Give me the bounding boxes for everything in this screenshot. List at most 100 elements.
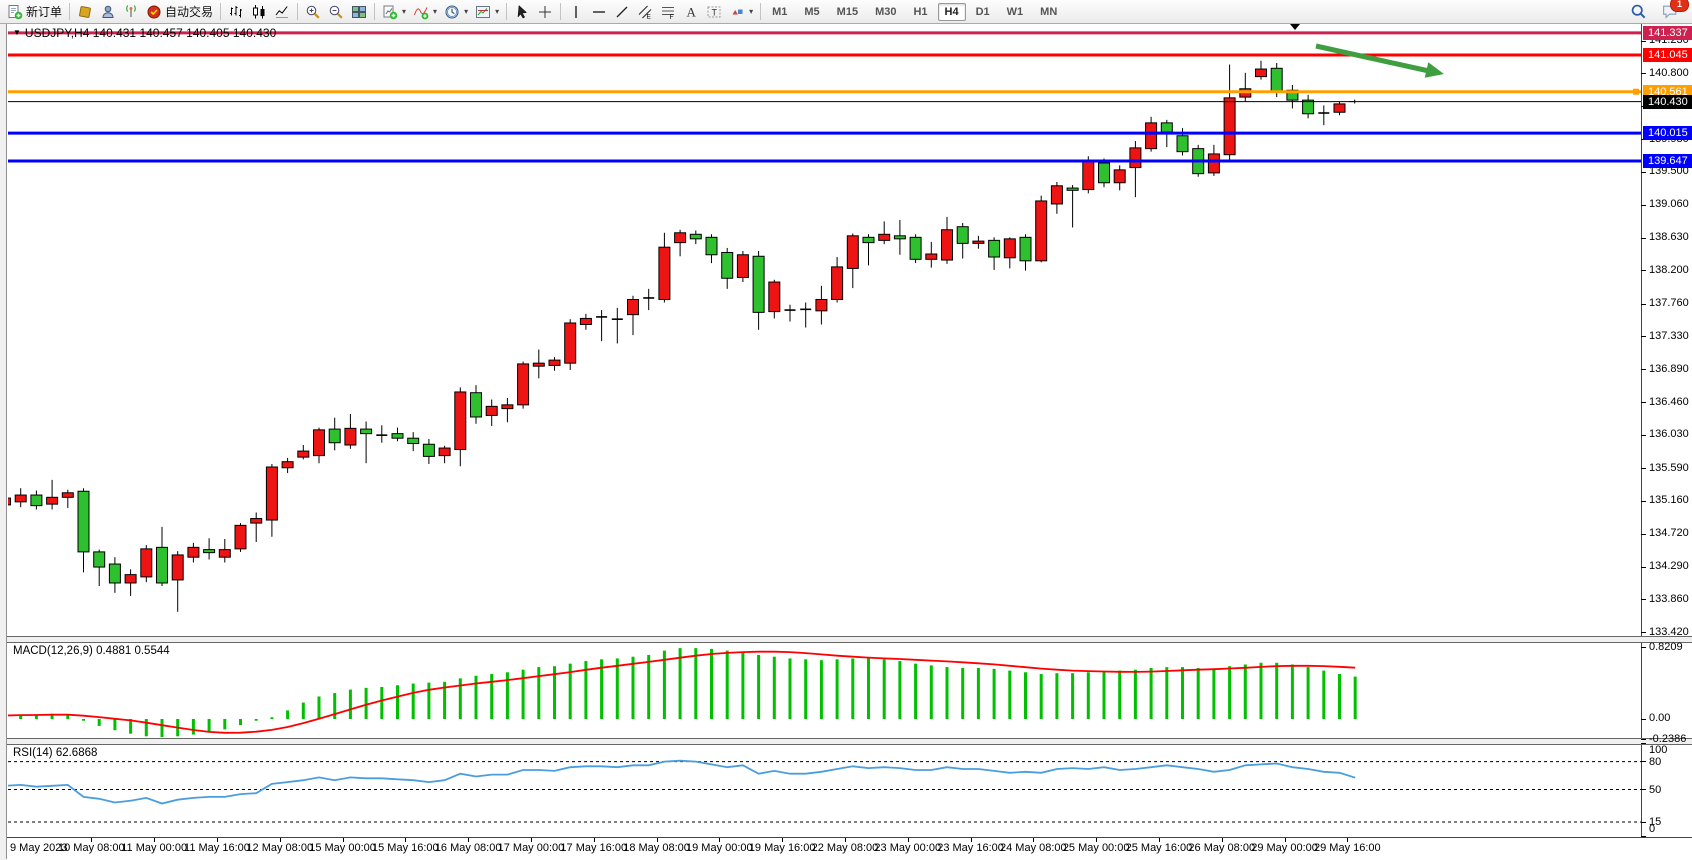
- timeframe-w1-button[interactable]: W1: [1006, 5, 1024, 18]
- date-tick: [279, 838, 281, 842]
- price-tick-label: 139.500: [1649, 165, 1689, 178]
- indicators-button[interactable]: ▾: [410, 2, 440, 22]
- pane-splitter-rsi[interactable]: [7, 738, 1692, 745]
- toolbar-separator: [560, 3, 562, 20]
- date-label: 17 May 16:00: [560, 842, 628, 854]
- svg-text:E: E: [647, 13, 652, 20]
- date-label: 10 May 08:00: [58, 842, 125, 854]
- macd-tick-dash: [1641, 647, 1646, 649]
- level-price-badge: 141.337: [1643, 25, 1692, 40]
- new-chart-button[interactable]: ▾: [379, 2, 409, 22]
- date-tick: [530, 838, 532, 842]
- timeframe-m30-button[interactable]: M30: [875, 5, 897, 18]
- price-tick-label: 136.030: [1649, 428, 1689, 441]
- rsi-tick-label: 80: [1649, 755, 1662, 768]
- zoom-out-button[interactable]: [325, 2, 347, 22]
- date-tick: [907, 838, 909, 842]
- zoom-out-icon: [329, 5, 343, 19]
- price-tick-dash: [1641, 336, 1646, 338]
- rsi-layer: [8, 759, 1641, 823]
- arrows-icon: [732, 9, 743, 14]
- fibonacci-button[interactable]: F: [657, 2, 679, 22]
- rsi-tick-dash: [1641, 835, 1646, 837]
- fibonacci-icon: F: [662, 6, 675, 20]
- bar-chart-icon: [230, 5, 243, 17]
- price-tick-dash: [1641, 40, 1646, 42]
- text-button[interactable]: A: [680, 2, 702, 22]
- toolbar-separator: [374, 3, 376, 20]
- trend-arrow[interactable]: [1315, 43, 1444, 78]
- timeframe-m15-button[interactable]: M15: [836, 5, 859, 18]
- search-icon: [1631, 4, 1646, 19]
- chevron-down-icon: ▾: [464, 7, 469, 16]
- price-tick-dash: [1641, 566, 1646, 568]
- search-button[interactable]: [1627, 2, 1650, 22]
- svg-text:A: A: [687, 4, 697, 19]
- templates-button[interactable]: ▾: [472, 2, 502, 22]
- date-tick: [1096, 838, 1098, 842]
- line-chart-button[interactable]: [271, 2, 293, 22]
- timeframe-h4-button[interactable]: H4: [937, 2, 966, 21]
- macd-tick-label: 0.8209: [1649, 640, 1683, 653]
- timeframe-m5-button[interactable]: M5: [804, 5, 820, 18]
- periods-button[interactable]: ▾: [441, 2, 471, 22]
- date-tick: [216, 838, 218, 842]
- crosshair-button[interactable]: [534, 2, 556, 22]
- equidistant-channel-button[interactable]: E: [634, 2, 656, 22]
- price-tick-label: 134.720: [1649, 527, 1689, 540]
- rsi-tick-dash: [1641, 761, 1646, 763]
- date-label: 26 May 08:00: [1188, 842, 1256, 854]
- autotrading-label: 自动交易: [165, 5, 214, 19]
- timeframe-m1-button[interactable]: M1: [772, 5, 788, 18]
- horizontal-line-icon: [593, 10, 606, 13]
- chart-title-text: USDJPY,H4 140.431 140.457 140.405 140.43…: [24, 26, 277, 40]
- trendline-button[interactable]: [611, 2, 633, 22]
- horizontal-line-button[interactable]: [588, 2, 610, 22]
- signals-button[interactable]: [120, 2, 142, 22]
- date-tick: [1347, 838, 1349, 842]
- date-label: 15 May 16:00: [372, 842, 439, 854]
- mql5-community-button[interactable]: [74, 2, 96, 22]
- rsi-tick-dash: [1641, 789, 1646, 790]
- tile-windows-icon: [352, 5, 367, 18]
- chat-button[interactable]: 1: [1658, 0, 1689, 22]
- bar-chart-button[interactable]: [225, 2, 247, 22]
- price-tick-dash: [1641, 237, 1646, 239]
- timeframe-h1-button[interactable]: H1: [913, 5, 928, 18]
- price-tick-dash: [1641, 434, 1646, 436]
- level-price-badge: 141.045: [1643, 48, 1692, 63]
- date-tick: [91, 838, 93, 842]
- date-label: 24 May 08:00: [1000, 842, 1067, 854]
- macd-tick-dash: [1641, 739, 1646, 741]
- timeframe-mn-button[interactable]: MN: [1040, 5, 1058, 18]
- new-order-button[interactable]: 新订单: [4, 2, 65, 22]
- text-label-button[interactable]: T: [703, 2, 725, 22]
- orange-line-handle[interactable]: [1633, 88, 1639, 95]
- market-button[interactable]: [97, 2, 119, 22]
- arrows-button[interactable]: ▾: [726, 2, 756, 22]
- zoom-in-button[interactable]: [302, 2, 324, 22]
- autotrading-button[interactable]: 自动交易: [143, 2, 216, 22]
- date-label: 18 May 08:00: [623, 842, 690, 854]
- date-tick: [1158, 838, 1160, 842]
- candlestick-chart-button[interactable]: [248, 2, 270, 22]
- price-tick-label: 138.630: [1649, 231, 1689, 244]
- date-label: 25 May 16:00: [1125, 842, 1193, 854]
- tile-windows-button[interactable]: [348, 2, 370, 22]
- date-label: 29 May 16:00: [1314, 842, 1381, 854]
- price-tick-dash: [1641, 402, 1646, 404]
- timeframe-d1-button[interactable]: D1: [975, 5, 990, 18]
- vertical-line-button[interactable]: [565, 2, 587, 22]
- candlestick-chart-icon: [253, 4, 265, 18]
- cursor-button[interactable]: [511, 2, 533, 22]
- price-tick-label: 139.060: [1649, 198, 1689, 211]
- price-tick-label: 137.330: [1649, 329, 1689, 342]
- rsi-panel-label: RSI(14) 62.6868: [13, 747, 98, 759]
- time-axis[interactable]: 9 May 2023 10 May 08:00 11 May 00:00 11 May…: [7, 837, 1692, 860]
- timeframe-buttons: M1 M5 M15 M30 H1 H4 D1 W1 MN: [764, 2, 1065, 21]
- price-tick-dash: [1641, 632, 1646, 634]
- date-tick: [719, 838, 721, 842]
- pane-splitter-macd[interactable]: [7, 636, 1692, 643]
- price-tick-label: 138.200: [1649, 263, 1689, 276]
